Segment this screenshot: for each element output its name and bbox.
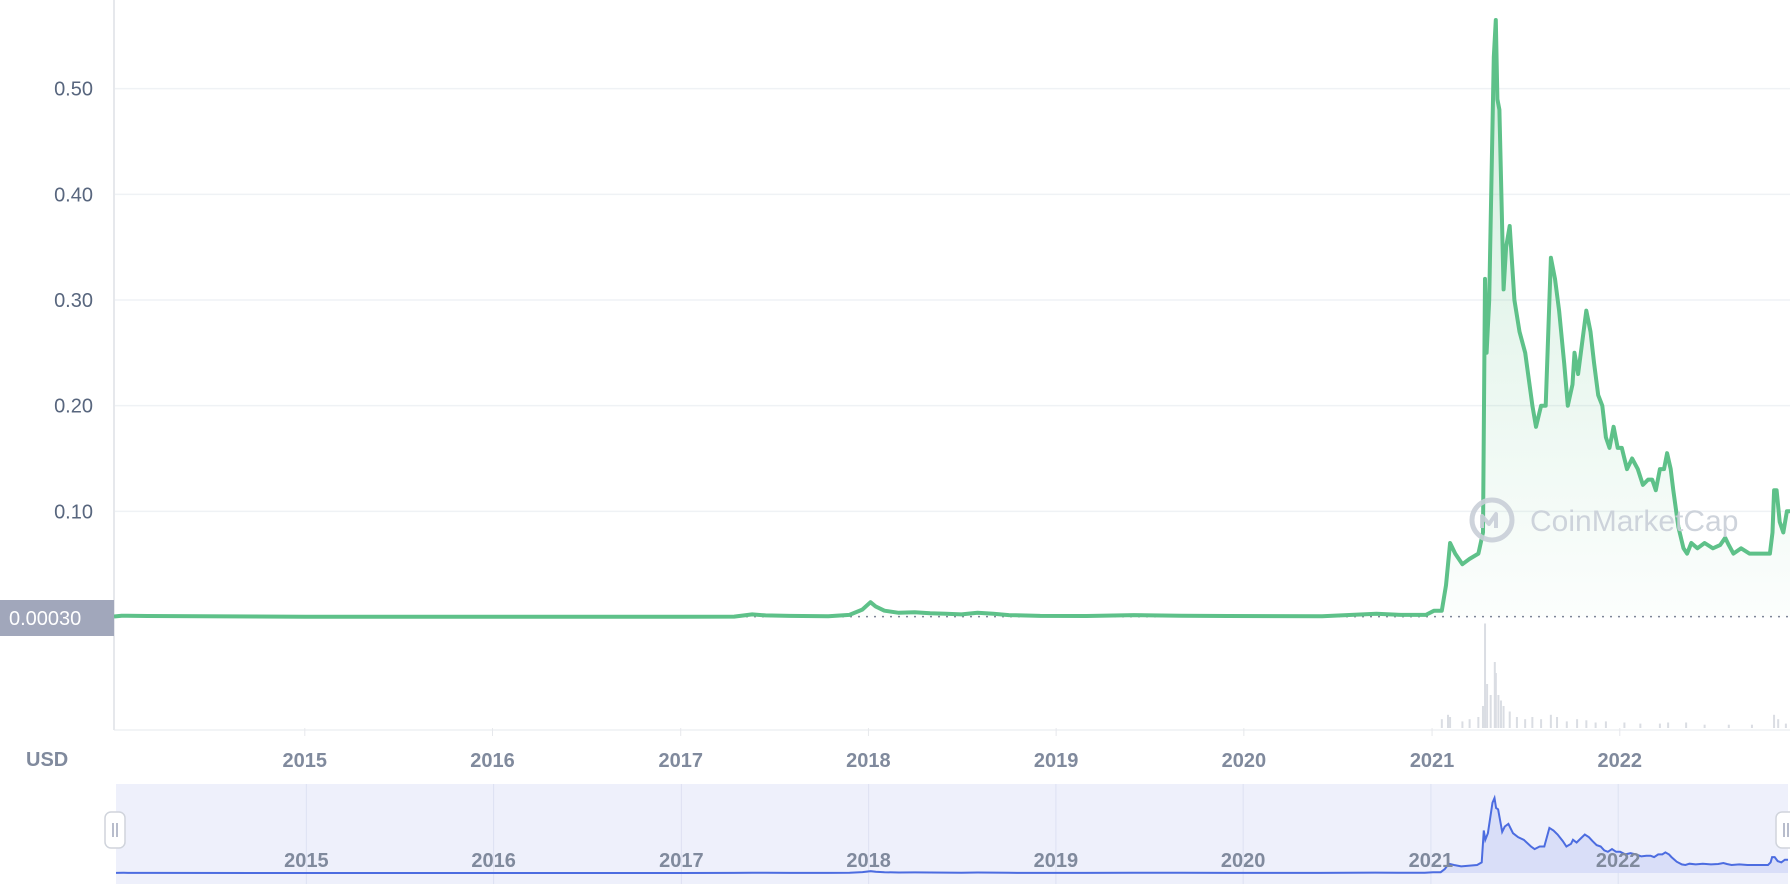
range-navigator[interactable]: 2015 2016 2017 2018 2019 2020 2021 2022 bbox=[104, 784, 1790, 884]
volume-bar bbox=[1540, 719, 1543, 728]
navigator-tick-label: 2017 bbox=[659, 850, 704, 872]
volume-bar bbox=[1703, 724, 1706, 728]
navigator-right-handle[interactable] bbox=[1775, 811, 1790, 849]
volume-bar bbox=[1494, 673, 1497, 728]
price-area-fill bbox=[114, 20, 1790, 617]
volume-bar bbox=[1497, 695, 1500, 728]
volume-bar bbox=[1499, 700, 1502, 728]
volume-bar bbox=[1468, 719, 1471, 728]
volume-bar bbox=[1623, 722, 1626, 728]
volume-bar bbox=[1486, 684, 1489, 728]
volume-bar bbox=[1515, 717, 1518, 728]
volume-bar bbox=[1576, 719, 1579, 728]
x-tick-label: 2019 bbox=[1034, 750, 1079, 772]
watermark-text: CoinMarketCap bbox=[1530, 505, 1738, 538]
y-tick-label: 0.10 bbox=[54, 501, 93, 523]
x-tick-label: 2015 bbox=[283, 750, 328, 772]
navigator-line bbox=[115, 794, 1788, 874]
volume-bar bbox=[1667, 722, 1670, 728]
x-tick-label: 2022 bbox=[1598, 750, 1643, 772]
y-tick-label: 0.50 bbox=[54, 79, 93, 101]
volume-bar bbox=[1594, 722, 1597, 728]
current-price-badge-bg bbox=[0, 600, 114, 636]
volume-bar bbox=[1750, 724, 1753, 728]
y-tick-label: 0.20 bbox=[54, 396, 93, 418]
current-price-badge: 0.00030 bbox=[0, 600, 114, 636]
volume-bar bbox=[1685, 722, 1688, 728]
volume-bars bbox=[1440, 623, 1787, 728]
volume-bar bbox=[1773, 714, 1776, 728]
navigator-grid bbox=[305, 784, 1619, 884]
volume-bar bbox=[1556, 717, 1559, 728]
x-tick-label: 2021 bbox=[1410, 750, 1455, 772]
volume-bar bbox=[1440, 719, 1443, 728]
volume-bar bbox=[1585, 720, 1588, 728]
volume-bar bbox=[1524, 719, 1527, 728]
volume-bar bbox=[1531, 717, 1534, 728]
x-tick-label: 2018 bbox=[846, 750, 891, 772]
volume-bar bbox=[1658, 723, 1661, 728]
volume-bar bbox=[1565, 721, 1568, 728]
y-tick-label: 0.40 bbox=[54, 184, 93, 206]
volume-bar bbox=[1447, 714, 1450, 728]
volume-bar bbox=[1461, 721, 1464, 728]
navigator-tick-label: 2022 bbox=[1596, 850, 1641, 872]
volume-bar bbox=[1489, 695, 1492, 728]
navigator-tick-label: 2020 bbox=[1221, 850, 1266, 872]
navigator-tick-label: 2018 bbox=[846, 850, 891, 872]
price-series-line[interactable] bbox=[113, 18, 1790, 619]
navigator-tick-label: 2021 bbox=[1409, 850, 1454, 872]
x-tick-label: 2016 bbox=[470, 750, 515, 772]
x-tick-label: 2017 bbox=[658, 750, 703, 772]
navigator-area bbox=[116, 798, 1788, 873]
volume-bar bbox=[1549, 714, 1552, 728]
volume-bar bbox=[1508, 711, 1511, 728]
volume-bar bbox=[1784, 723, 1787, 728]
volume-bar bbox=[1727, 724, 1730, 728]
navigator-left-handle[interactable] bbox=[104, 811, 126, 849]
currency-label: USD bbox=[26, 749, 68, 771]
coinmarketcap-watermark: CoinMarketCap bbox=[1469, 497, 1738, 543]
navigator-tick-label: 2015 bbox=[284, 850, 329, 872]
volume-bar bbox=[1639, 723, 1642, 728]
volume-bar bbox=[1604, 721, 1607, 728]
x-tick-label: 2020 bbox=[1222, 750, 1267, 772]
coinmarketcap-logo-icon bbox=[1469, 497, 1515, 543]
x-axis-ticks: 2015 2016 2017 2018 2019 2020 2021 2022 bbox=[283, 728, 1642, 772]
y-tick-label: 0.30 bbox=[54, 290, 93, 312]
current-price-label: 0.00030 bbox=[9, 608, 81, 630]
volume-bar bbox=[1502, 706, 1505, 728]
navigator-ticks: 2015 2016 2017 2018 2019 2020 2021 2022 bbox=[284, 850, 1640, 872]
volume-bar bbox=[1493, 662, 1496, 728]
volume-bar bbox=[1449, 717, 1452, 728]
navigator-tick-label: 2016 bbox=[471, 850, 516, 872]
volume-bar bbox=[1477, 717, 1480, 728]
volume-bar bbox=[1777, 719, 1780, 728]
volume-bar bbox=[1484, 623, 1487, 728]
y-axis-ticks: 0.10 0.20 0.30 0.40 0.50 bbox=[54, 79, 93, 524]
navigator-tick-label: 2019 bbox=[1034, 850, 1079, 872]
volume-bar bbox=[1481, 706, 1484, 728]
